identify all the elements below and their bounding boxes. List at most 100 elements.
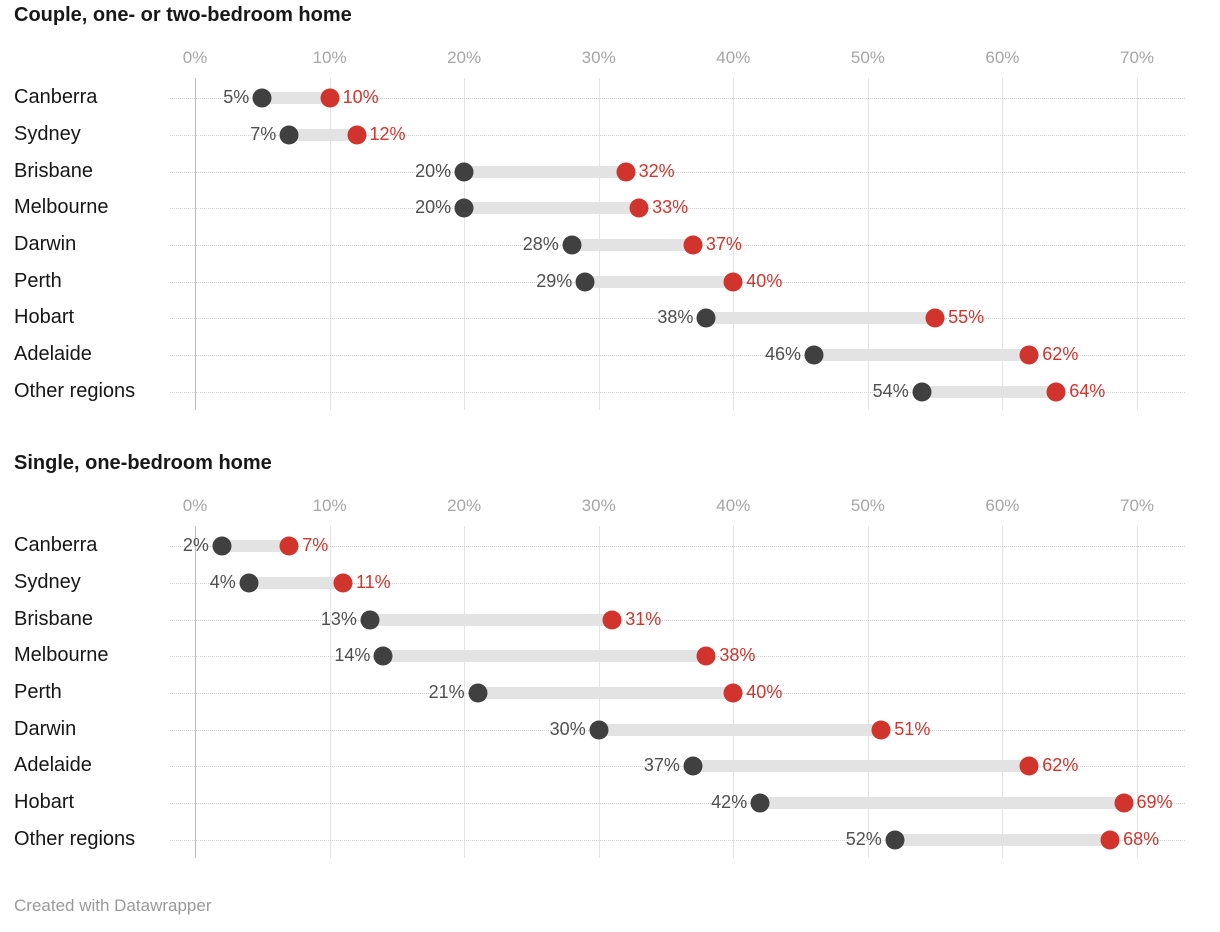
row-dotted-gridline bbox=[170, 803, 1185, 805]
x-gridline-70 bbox=[1137, 78, 1138, 410]
start-dot bbox=[373, 646, 393, 666]
row-dotted-gridline bbox=[170, 391, 1185, 393]
range-connector-bar bbox=[706, 312, 936, 325]
range-connector-bar bbox=[921, 385, 1057, 398]
row-dotted-gridline bbox=[170, 619, 1185, 621]
start-value-label: 37% bbox=[643, 755, 680, 776]
category-label: Darwin bbox=[14, 717, 77, 740]
x-axis-tick-label: 30% bbox=[581, 48, 616, 67]
category-label: Hobart bbox=[14, 791, 75, 814]
dumbbell-row-brisbane: Brisbane 20% 32% bbox=[0, 153, 1220, 190]
x-axis-tick-label: 10% bbox=[312, 496, 347, 515]
start-dot bbox=[454, 162, 474, 182]
start-dot bbox=[804, 345, 824, 365]
category-label: Hobart bbox=[14, 306, 75, 329]
start-value-label: 20% bbox=[415, 160, 452, 181]
start-dot bbox=[696, 308, 716, 328]
start-dot bbox=[885, 830, 905, 850]
end-value-label: 40% bbox=[746, 270, 783, 291]
dumbbell-row-other-regions: Other regions 52% 68% bbox=[0, 821, 1220, 858]
start-value-label: 42% bbox=[711, 791, 748, 812]
start-value-label: 4% bbox=[209, 571, 236, 592]
end-dot bbox=[629, 198, 649, 218]
x-axis-tick-label: 10% bbox=[312, 48, 347, 67]
start-value-label: 5% bbox=[223, 87, 250, 108]
end-dot bbox=[1114, 793, 1133, 813]
start-value-label: 54% bbox=[872, 380, 909, 401]
row-dotted-gridline bbox=[170, 583, 1185, 585]
start-value-label: 20% bbox=[415, 197, 452, 218]
dumbbell-row-darwin: Darwin 28% 37% bbox=[0, 227, 1220, 264]
range-connector-bar bbox=[598, 723, 882, 736]
x-axis-tick-label: 60% bbox=[985, 48, 1020, 67]
end-dot bbox=[696, 646, 716, 666]
category-label: Canberra bbox=[14, 86, 98, 109]
end-value-label: 40% bbox=[746, 681, 783, 702]
dumbbell-row-brisbane: Brisbane 13% 31% bbox=[0, 601, 1220, 638]
end-value-label: 10% bbox=[342, 87, 379, 108]
dumbbell-row-canberra: Canberra 2% 7% bbox=[0, 528, 1220, 565]
end-dot bbox=[871, 720, 891, 740]
start-value-label: 29% bbox=[536, 270, 573, 291]
x-axis-tick-label: 0% bbox=[182, 496, 208, 515]
category-label: Brisbane bbox=[14, 607, 93, 630]
x-axis-tick-label: 20% bbox=[447, 48, 482, 67]
x-axis-tick-label: 70% bbox=[1119, 496, 1155, 515]
row-dotted-gridline bbox=[170, 208, 1185, 210]
end-dot bbox=[616, 162, 636, 182]
start-value-label: 7% bbox=[250, 123, 277, 144]
dumbbell-row-perth: Perth 21% 40% bbox=[0, 675, 1220, 712]
end-value-label: 7% bbox=[302, 535, 329, 556]
start-dot bbox=[360, 610, 380, 630]
x-gridline-60 bbox=[1002, 78, 1004, 410]
row-dotted-gridline bbox=[170, 766, 1185, 768]
end-dot bbox=[333, 573, 353, 593]
end-value-label: 64% bbox=[1069, 380, 1106, 401]
start-dot bbox=[683, 756, 703, 776]
start-dot bbox=[562, 235, 582, 255]
category-label: Other regions bbox=[14, 827, 136, 850]
dumbbell-row-hobart: Hobart 38% 55% bbox=[0, 300, 1220, 337]
row-dotted-gridline bbox=[170, 355, 1185, 357]
x-gridline-10 bbox=[329, 78, 331, 410]
row-dotted-gridline bbox=[170, 98, 1185, 100]
end-value-label: 31% bbox=[625, 608, 662, 629]
category-label: Sydney bbox=[14, 123, 81, 146]
dumbbell-row-darwin: Darwin 30% 51% bbox=[0, 711, 1220, 748]
dumbbell-row-canberra: Canberra 5% 10% bbox=[0, 80, 1220, 117]
start-dot bbox=[239, 573, 259, 593]
dumbbell-row-other-regions: Other regions 54% 64% bbox=[0, 373, 1220, 410]
x-axis-tick-label: 20% bbox=[447, 496, 482, 515]
range-connector-bar bbox=[369, 613, 613, 626]
x-axis-tick-label: 0% bbox=[182, 48, 208, 67]
end-dot bbox=[1019, 345, 1039, 365]
row-dotted-gridline bbox=[170, 318, 1185, 320]
start-value-label: 2% bbox=[182, 535, 209, 556]
category-label: Adelaide bbox=[14, 754, 92, 777]
x-gridline-20 bbox=[464, 526, 466, 858]
x-gridline-70 bbox=[1137, 526, 1138, 858]
range-connector-bar bbox=[760, 797, 1124, 810]
start-value-label: 13% bbox=[320, 608, 357, 629]
x-axis-tick-label: 40% bbox=[716, 496, 751, 515]
panel-couple: Couple, one- or two-bedroom home 0% 10% 20… bbox=[0, 0, 1220, 440]
category-label: Melbourne bbox=[14, 644, 109, 667]
x-axis-tick-label: 50% bbox=[850, 496, 885, 515]
end-value-label: 69% bbox=[1136, 791, 1173, 812]
range-connector-bar bbox=[221, 540, 290, 553]
datawrapper-credit-link[interactable]: Created with Datawrapper bbox=[14, 896, 212, 915]
end-dot bbox=[1019, 756, 1039, 776]
end-value-label: 51% bbox=[894, 718, 931, 739]
dumbbell-row-adelaide: Adelaide 37% 62% bbox=[0, 748, 1220, 785]
range-connector-bar bbox=[894, 833, 1111, 846]
end-value-label: 68% bbox=[1123, 828, 1160, 849]
x-gridline-50 bbox=[867, 78, 869, 410]
end-value-label: 12% bbox=[369, 123, 406, 144]
start-dot bbox=[454, 198, 474, 218]
range-connector-bar bbox=[289, 129, 357, 142]
end-dot bbox=[723, 272, 743, 292]
end-value-label: 37% bbox=[705, 233, 742, 254]
category-label: Melbourne bbox=[14, 196, 109, 219]
range-connector-bar bbox=[571, 239, 693, 252]
range-connector-bar bbox=[262, 92, 330, 105]
